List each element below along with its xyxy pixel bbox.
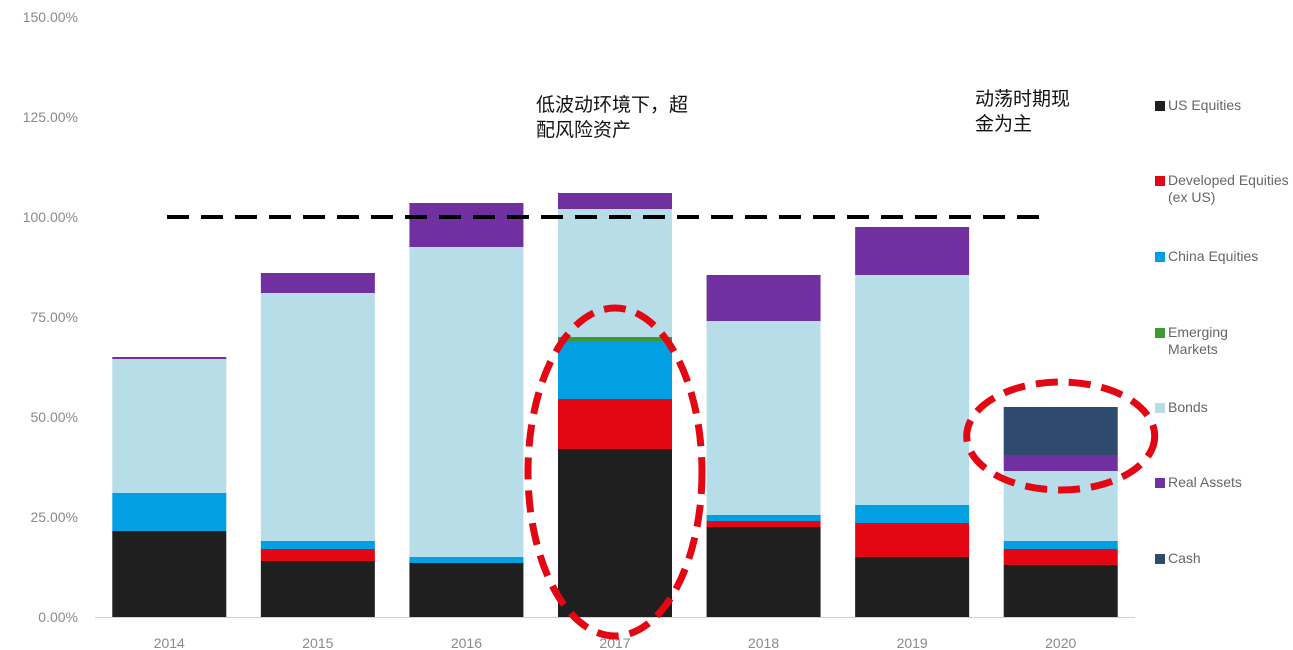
- legend-swatch: [1155, 328, 1165, 338]
- highlight-ellipse-2020: [963, 378, 1159, 494]
- legend-swatch: [1155, 101, 1165, 111]
- legend-item-bonds: Bonds: [1155, 399, 1293, 416]
- legend-item-real-assets: Real Assets: [1155, 474, 1293, 491]
- bar-segment-2016-bonds: [409, 247, 524, 557]
- bar-segment-2018-real-assets: [706, 275, 821, 321]
- bar-segment-2019-bonds: [855, 275, 970, 505]
- legend-swatch: [1155, 403, 1165, 413]
- bar-segment-2020-cash: [1003, 407, 1118, 455]
- legend-label: Bonds: [1168, 399, 1208, 415]
- bar-segment-2014-china-equities: [112, 493, 227, 531]
- bar-segment-2016-china-equities: [409, 557, 524, 563]
- x-category-label: 2015: [302, 635, 333, 650]
- bar-segment-2017-china-equities: [558, 341, 672, 399]
- bar-segment-2018-bonds: [706, 321, 821, 515]
- legend-swatch: [1155, 176, 1165, 186]
- bar-segment-2015-us-equities: [260, 561, 375, 617]
- y-axis-ticks: 0.00% 25.00% 50.00% 75.00% 100.00% 125.00% 150…: [23, 9, 78, 625]
- bar-segment-2017-developed-equities-ex-us-: [558, 399, 672, 449]
- bar-segment-2017-real-assets: [558, 193, 672, 209]
- annotation-right-line-2: 金为主: [975, 113, 1033, 135]
- x-category-label: 2018: [748, 635, 779, 650]
- annotation-right: 动荡时期现 金为主: [975, 87, 1070, 137]
- bar-segment-2017-emerging-markets: [558, 337, 672, 341]
- legend-item-cash: Cash: [1155, 550, 1293, 567]
- bar-segment-2018-us-equities: [706, 527, 821, 617]
- y-tick-label: 0.00%: [38, 609, 78, 625]
- legend-label: US Equities: [1168, 97, 1242, 113]
- legend: US Equities Developed Equities (ex US) C…: [1155, 0, 1293, 650]
- bar-segment-2019-developed-equities-ex-us-: [855, 523, 970, 557]
- highlight-ellipse-2017: [524, 304, 706, 640]
- legend-swatch: [1155, 554, 1165, 564]
- bar-segment-2014-us-equities: [112, 531, 227, 617]
- x-category-label: 2014: [154, 635, 185, 650]
- annotation-left-line-2: 配风险资产: [536, 119, 632, 141]
- y-tick-label: 150.00%: [23, 9, 78, 25]
- legend-item-developed-equities: Developed Equities (ex US): [1155, 172, 1293, 206]
- legend-label: Cash: [1168, 550, 1201, 566]
- annotation-left: 低波动环境下，超 配风险资产: [536, 93, 688, 143]
- bar-segment-2018-china-equities: [706, 515, 821, 521]
- bar-segment-2015-china-equities: [260, 541, 375, 549]
- bar-segment-2016-us-equities: [409, 563, 524, 617]
- x-category-label: 2016: [451, 635, 482, 650]
- bar-segment-2015-developed-equities-ex-us-: [260, 549, 375, 561]
- bar-segment-2020-developed-equities-ex-us-: [1003, 549, 1118, 565]
- bar-segment-2015-bonds: [260, 293, 375, 541]
- bar-segment-2019-china-equities: [855, 505, 970, 523]
- bars-group: [112, 193, 1118, 617]
- bar-segment-2014-bonds: [112, 359, 227, 493]
- bar-segment-2017-us-equities: [558, 449, 672, 617]
- bar-segment-2014-real-assets: [112, 357, 227, 359]
- legend-label: Real Assets: [1168, 474, 1242, 490]
- y-tick-label: 50.00%: [31, 409, 78, 425]
- annotation-left-line-1: 低波动环境下，超: [536, 94, 689, 116]
- bar-segment-2020-real-assets: [1003, 455, 1118, 471]
- x-category-label: 2019: [897, 635, 928, 650]
- bar-segment-2019-us-equities: [855, 557, 970, 617]
- y-tick-label: 125.00%: [23, 109, 78, 125]
- x-axis-categories: 2014 2015 2016 2017 2018 2019 2020: [154, 635, 1077, 650]
- legend-item-us-equities: US Equities: [1155, 97, 1293, 114]
- bar-segment-2018-developed-equities-ex-us-: [706, 521, 821, 527]
- legend-swatch: [1155, 252, 1165, 262]
- legend-label: China Equities: [1168, 248, 1259, 264]
- highlight-ellipses: [524, 304, 1159, 640]
- legend-swatch: [1155, 478, 1165, 488]
- x-category-label: 2020: [1045, 635, 1076, 650]
- legend-label: Developed Equities (ex US): [1168, 172, 1289, 205]
- y-tick-label: 25.00%: [31, 509, 78, 525]
- y-tick-label: 100.00%: [23, 209, 78, 225]
- legend-item-china-equities: China Equities: [1155, 248, 1293, 265]
- legend-label: Emerging Markets: [1168, 324, 1228, 357]
- bar-segment-2020-china-equities: [1003, 541, 1118, 549]
- bar-segment-2015-real-assets: [260, 273, 375, 293]
- bar-segment-2017-bonds: [558, 209, 672, 337]
- legend-item-emerging-markets: Emerging Markets: [1155, 324, 1248, 358]
- bar-segment-2020-us-equities: [1003, 565, 1118, 617]
- bar-segment-2016-real-assets: [409, 203, 524, 247]
- y-tick-label: 75.00%: [31, 309, 78, 325]
- bar-segment-2019-real-assets: [855, 227, 970, 275]
- annotation-right-line-1: 动荡时期现: [975, 88, 1071, 110]
